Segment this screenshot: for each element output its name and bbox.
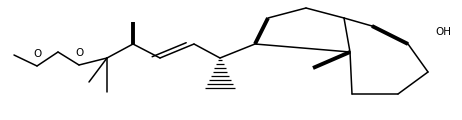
Text: O: O: [33, 49, 41, 59]
Text: OH: OH: [435, 27, 451, 37]
Text: O: O: [75, 48, 83, 58]
